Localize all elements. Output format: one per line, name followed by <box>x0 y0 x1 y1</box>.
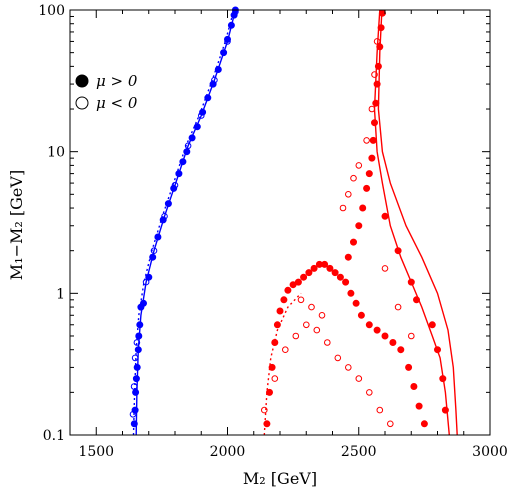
data-point <box>366 389 373 396</box>
y-tick-label: 100 <box>38 3 65 19</box>
data-point <box>420 420 428 428</box>
data-point <box>347 289 355 297</box>
data-point <box>308 303 315 311</box>
data-point <box>357 311 365 319</box>
data-point <box>282 346 289 354</box>
data-point <box>350 174 357 182</box>
data-point <box>318 312 326 319</box>
data-point <box>232 8 239 16</box>
x-axis-ticks: 1500 2000 2500 3000 <box>69 10 508 460</box>
data-point <box>263 420 271 428</box>
data-point <box>336 273 344 281</box>
data-point <box>365 321 373 329</box>
data-point <box>326 264 334 272</box>
data-point <box>376 406 384 414</box>
data-point <box>331 269 339 277</box>
plot-marks <box>129 6 449 428</box>
data-point <box>352 299 360 307</box>
data-point <box>389 339 397 346</box>
legend: μ > 0 μ < 0 <box>75 72 138 112</box>
data-point <box>381 332 389 340</box>
data-point <box>266 388 273 396</box>
data-point <box>129 411 137 418</box>
data-point <box>284 286 292 294</box>
y-tick-label: 0.1 <box>43 428 65 444</box>
data-point <box>344 253 352 261</box>
boundary-curve <box>263 292 302 436</box>
data-point <box>408 332 415 340</box>
legend-label: μ < 0 <box>96 94 138 112</box>
data-point <box>405 363 413 371</box>
data-point <box>297 296 305 304</box>
data-point <box>345 191 352 198</box>
data-point <box>369 136 377 144</box>
data-point <box>363 137 370 144</box>
data-point <box>359 204 367 212</box>
data-point <box>415 402 423 410</box>
data-point <box>198 112 205 119</box>
y-axis-ticks: 0.1 1 10 100 <box>38 3 490 444</box>
boundary-curve <box>377 9 458 436</box>
data-point <box>371 119 378 127</box>
y-axis-label: M₁−M₂ [GeV] <box>7 170 26 280</box>
data-point <box>171 181 179 189</box>
data-point <box>342 278 350 286</box>
data-point <box>300 273 308 281</box>
data-point <box>294 278 302 286</box>
x-axis-label: M₂ [GeV] <box>243 469 317 488</box>
data-point <box>321 260 329 268</box>
data-point <box>373 326 381 334</box>
data-point <box>280 296 288 304</box>
data-point <box>381 212 389 220</box>
data-point <box>292 332 300 340</box>
curves <box>132 9 458 436</box>
data-point <box>345 364 352 371</box>
data-point <box>271 375 279 382</box>
data-point <box>355 162 363 169</box>
x-tick-label: 2000 <box>210 444 246 460</box>
y-tick-label: 1 <box>56 286 65 302</box>
data-point <box>276 307 284 315</box>
boundary-curve <box>135 9 237 436</box>
data-point <box>368 154 376 162</box>
data-point <box>132 375 140 383</box>
legend-marker <box>75 96 89 110</box>
data-point <box>387 420 394 428</box>
data-point <box>305 269 313 277</box>
data-point <box>324 339 331 346</box>
y-tick-label: 10 <box>47 145 65 161</box>
data-point <box>355 375 363 382</box>
data-point <box>132 388 140 396</box>
legend-marker <box>75 74 89 88</box>
data-point <box>310 264 318 272</box>
data-point <box>303 321 310 329</box>
x-tick-label: 3000 <box>472 444 508 460</box>
x-tick-label: 1500 <box>78 444 114 460</box>
boundary-curve <box>373 9 450 436</box>
data-point <box>363 184 371 192</box>
x-tick-label: 2500 <box>341 444 377 460</box>
data-point <box>410 383 418 390</box>
data-point <box>355 222 363 230</box>
boundary-curve <box>132 9 235 436</box>
data-point <box>371 71 378 78</box>
data-point <box>334 354 342 362</box>
data-point <box>397 346 405 354</box>
data-point <box>381 265 389 272</box>
data-point <box>350 238 357 246</box>
data-point <box>394 303 402 311</box>
data-point <box>428 321 436 329</box>
data-point <box>261 406 268 414</box>
data-point <box>365 170 373 178</box>
data-point <box>339 204 347 212</box>
data-point <box>268 363 276 371</box>
legend-label: μ > 0 <box>96 72 138 90</box>
data-point <box>313 326 321 334</box>
